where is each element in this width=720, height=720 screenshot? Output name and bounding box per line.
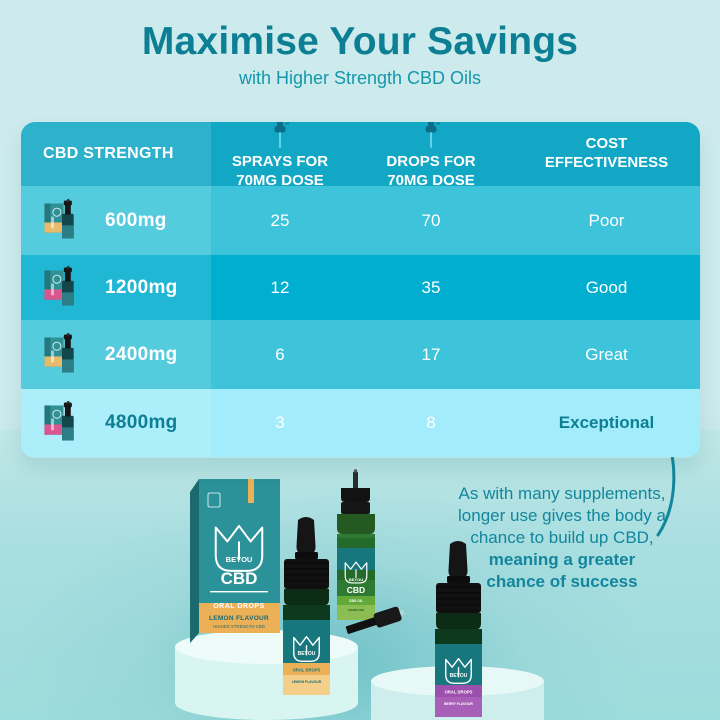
svg-text:BEYOU: BEYOU — [298, 651, 316, 657]
svg-text:BEYOU: BEYOU — [450, 673, 468, 679]
svg-text:ORAL DROPS: ORAL DROPS — [293, 668, 321, 673]
svg-text:LEMON FLAVOUR: LEMON FLAVOUR — [209, 615, 269, 622]
svg-text:BEYOU: BEYOU — [226, 555, 253, 564]
svg-text:ORAL DROPS: ORAL DROPS — [445, 690, 473, 695]
svg-text:ORAL DROPS: ORAL DROPS — [213, 603, 265, 610]
svg-text:LEMON FLAVOUR: LEMON FLAVOUR — [292, 680, 322, 684]
svg-text:HIGHER STRENGTH CBD: HIGHER STRENGTH CBD — [213, 624, 265, 629]
svg-text:CBD: CBD — [221, 569, 258, 588]
svg-text:1200MG CBD: 1200MG CBD — [348, 608, 364, 612]
svg-text:CBD OIL: CBD OIL — [349, 599, 363, 603]
svg-text:CBD: CBD — [347, 585, 365, 595]
svg-text:BERRY FLAVOUR: BERRY FLAVOUR — [444, 702, 473, 706]
svg-text:BEYOU: BEYOU — [349, 577, 363, 582]
